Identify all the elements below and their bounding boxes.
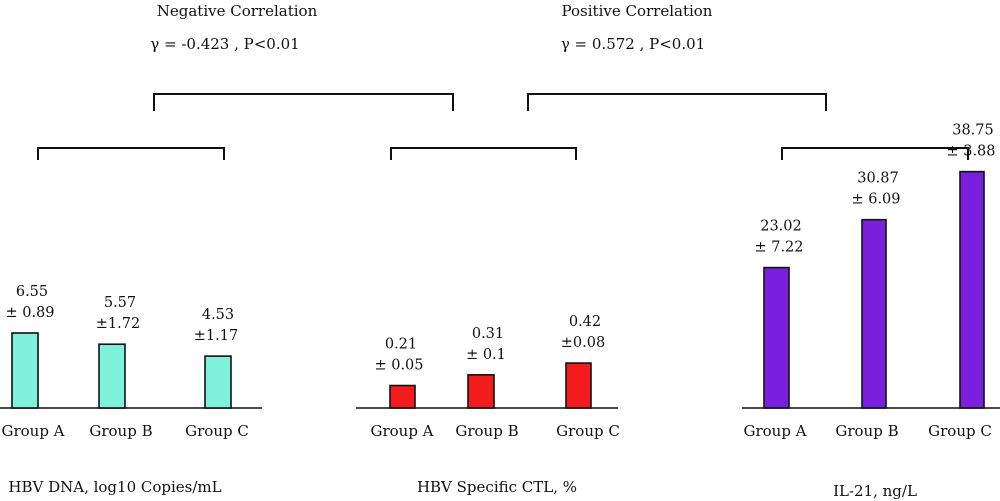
hbv-dna-sd-label-1: ± 0.89 <box>5 305 54 321</box>
il21-panel: 23.02 ± 7.22 30.87 ± 6.09 38.75 ± 3.88 <box>754 123 996 409</box>
negative-correlation-bracket <box>153 93 454 111</box>
il21-value-label-3: 38.75 <box>952 123 994 139</box>
il21-xtick-a: Group A <box>743 422 806 440</box>
negative-correlation-title: Negative Correlation <box>157 2 318 20</box>
il21-xtick-b: Group B <box>835 422 898 440</box>
ctl-bar-3 <box>565 362 592 409</box>
hbv-dna-xtick-a: Group A <box>1 422 64 440</box>
ctl-sd-label-1: ± 0.05 <box>374 358 423 374</box>
ctl-bar-1 <box>389 384 416 409</box>
positive-correlation-title: Positive Correlation <box>562 2 713 20</box>
il21-bar-2 <box>861 218 887 409</box>
ctl-xtick-a: Group A <box>370 422 433 440</box>
hbv-dna-panel: 6.55 ± 0.89 5.57 ±1.72 4.53 ±1.17 <box>5 284 238 409</box>
il21-value-label-2: 30.87 <box>857 171 899 187</box>
hbv-dna-bar-1 <box>11 332 39 409</box>
ctl-sd-label-2: ± 0.1 <box>466 347 506 363</box>
il21-value-label-1: 23.02 <box>760 219 802 235</box>
ctl-xtick-c: Group C <box>556 422 620 440</box>
hbv-dna-xlabel: HBV DNA, log10 Copies/mL <box>8 478 221 496</box>
ctl-xtick-b: Group B <box>455 422 518 440</box>
ctl-xlabel: HBV Specific CTL, % <box>417 478 577 496</box>
hbv-dna-value-label-3: 4.53 <box>202 307 234 323</box>
ctl-group-bracket <box>390 147 577 160</box>
ctl-sd-label-3: ±0.08 <box>561 335 605 351</box>
negative-correlation-stat: γ = -0.423 , P<0.01 <box>150 35 299 53</box>
hbv-dna-value-label-2: 5.57 <box>104 295 136 311</box>
hbv-dna-xtick-c: Group C <box>185 422 249 440</box>
hbv-dna-value-label-1: 6.55 <box>16 284 48 300</box>
il21-group-bracket <box>781 147 969 160</box>
ctl-value-label-2: 0.31 <box>472 326 504 342</box>
il21-bar-3 <box>959 170 985 409</box>
hbv-dna-bar-2 <box>98 343 126 409</box>
hbv-dna-bar-3 <box>204 355 232 409</box>
hbv-dna-xtick-b: Group B <box>89 422 152 440</box>
ctl-panel: 0.21 ± 0.05 0.31 ± 0.1 0.42 ±0.08 <box>374 314 605 409</box>
ctl-value-label-3: 0.42 <box>569 314 601 330</box>
ctl-value-label-1: 0.21 <box>385 337 417 353</box>
il21-sd-label-2: ± 6.09 <box>851 192 900 208</box>
positive-correlation-stat: γ = 0.572 , P<0.01 <box>561 35 705 53</box>
hbv-dna-group-bracket <box>37 147 225 160</box>
il21-xlabel: IL-21, ng/L <box>833 482 917 500</box>
il21-bar-1 <box>763 266 790 409</box>
ctl-bar-2 <box>467 374 495 409</box>
il21-sd-label-3: ± 3.88 <box>946 144 995 160</box>
hbv-dna-sd-label-3: ±1.17 <box>194 328 238 344</box>
hbv-dna-sd-label-2: ±1.72 <box>96 316 140 332</box>
il21-xtick-c: Group C <box>928 422 992 440</box>
il21-sd-label-1: ± 7.22 <box>754 240 803 256</box>
positive-correlation-bracket <box>527 93 827 111</box>
